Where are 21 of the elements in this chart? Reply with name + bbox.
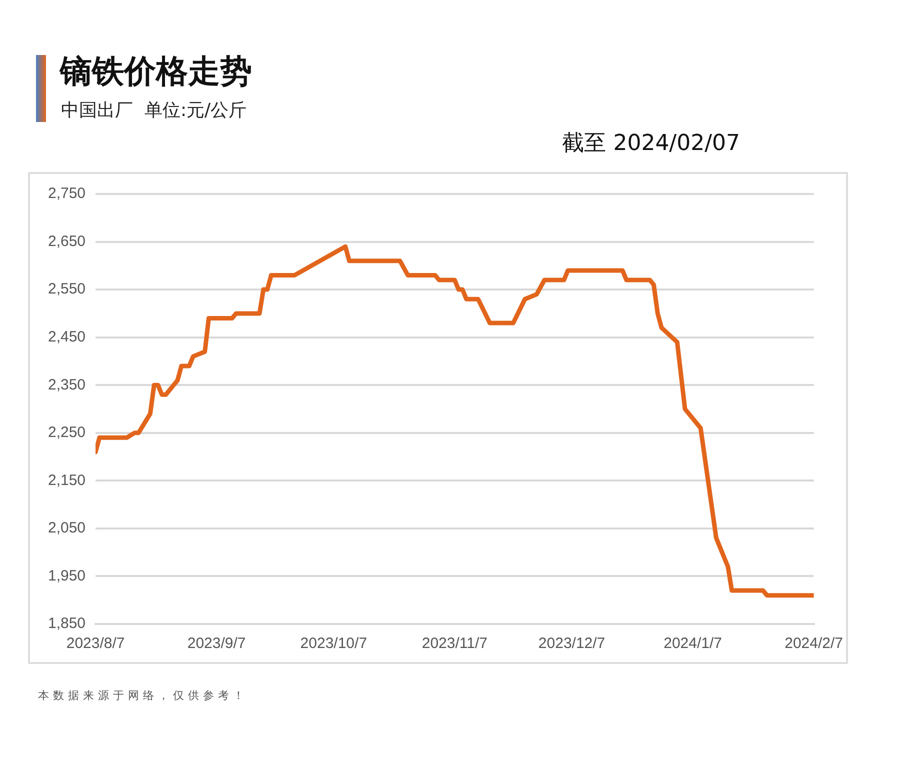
y-tick-label: 2,450 xyxy=(48,328,86,346)
x-tick-label: 2023/9/7 xyxy=(187,635,246,652)
y-tick-label: 2,250 xyxy=(48,424,86,442)
y-tick-label: 2,350 xyxy=(48,376,86,394)
text: 本数据来源于网络，仅供参考！ xyxy=(38,688,248,703)
chart-subtitle: 中国出厂 单位:元/公斤 xyxy=(61,99,247,122)
y-tick-label: 2,650 xyxy=(48,232,86,250)
chart-title: 镝铁价格走势 xyxy=(60,51,252,92)
y-tick-label: 2,050 xyxy=(48,520,86,537)
x-tick-label: 2023/12/7 xyxy=(538,635,606,652)
y-tick-label: 2,150 xyxy=(48,472,86,489)
y-tick-label: 1,950 xyxy=(48,567,86,584)
y-tick-label: 2,750 xyxy=(48,185,86,202)
x-tick-label: 2024/1/7 xyxy=(664,635,722,652)
x-tick-label: 2023/10/7 xyxy=(300,635,368,652)
text: 截至 2024/02/07 xyxy=(562,130,740,158)
y-tick-label: 1,850 xyxy=(48,615,86,632)
x-tick-label: 2023/8/7 xyxy=(66,635,125,652)
y-tick-label: 2,550 xyxy=(48,280,86,298)
x-tick-label: 2024/2/7 xyxy=(784,635,843,652)
x-tick-label: 2023/11/7 xyxy=(422,635,488,652)
